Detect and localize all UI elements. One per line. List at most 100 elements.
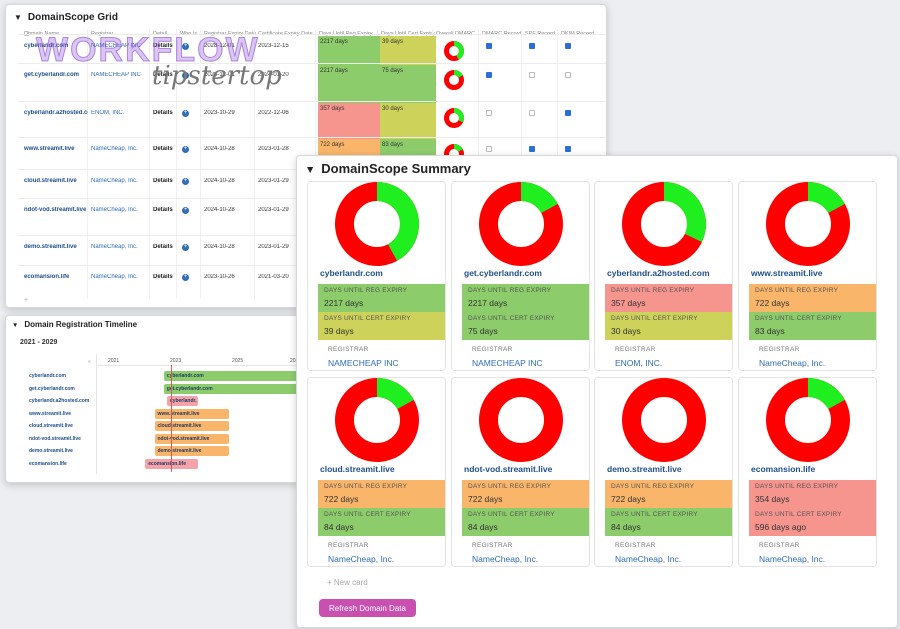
timeline-bar[interactable]: demo.streamit.live <box>154 446 229 456</box>
timeline-bar[interactable]: cyberlandr. <box>166 396 198 406</box>
refresh-domain-data-button[interactable]: Refresh Domain Data <box>319 599 416 617</box>
grid-dmarc-checkbox[interactable] <box>486 72 492 78</box>
grid-domain-link[interactable]: cyberlandr.a2hosted.com <box>24 110 88 116</box>
grid-details-button[interactable]: Details <box>153 244 173 250</box>
domainscope-summary-panel: ▼ DomainScope Summary cyberlandr.com DAYS … <box>296 155 898 628</box>
card-domain-name[interactable]: cyberlandr.com <box>320 268 383 278</box>
donut-green-segment <box>766 182 850 266</box>
grid-reg-days-cell: 2217 days <box>318 65 380 103</box>
reg-expiry-label: DAYS UNTIL REG EXPIRY <box>611 287 695 294</box>
whois-plus-icon[interactable]: + <box>182 43 189 50</box>
whois-plus-icon[interactable]: + <box>182 274 189 281</box>
grid-cert-expiry: 2022-12-06 <box>258 110 289 116</box>
domain-card[interactable]: get.cyberlandr.com DAYS UNTIL REG EXPIRY 2… <box>451 181 590 371</box>
domain-card[interactable]: ndot-vod.streamit.live DAYS UNTIL REG EXP… <box>451 377 590 567</box>
cert-expiry-label: DAYS UNTIL CERT EXPIRY <box>468 511 555 518</box>
grid-dkim-checkbox[interactable] <box>565 72 571 78</box>
grid-dmarc-checkbox[interactable] <box>486 43 492 49</box>
grid-details-button[interactable]: Details <box>153 146 173 152</box>
grid-domain-link[interactable]: ecomansion.life <box>24 274 70 280</box>
grid-registrar-expiry: 2028-12-01 <box>204 43 235 49</box>
donut-red-segment <box>622 378 706 462</box>
grid-details-button[interactable]: Details <box>153 207 173 213</box>
summary-title[interactable]: ▼ DomainScope Summary <box>305 161 471 176</box>
domain-card[interactable]: www.streamit.live DAYS UNTIL REG EXPIRY 72… <box>738 181 877 371</box>
grid-details-button[interactable]: Details <box>153 274 173 280</box>
grid-spf-checkbox[interactable] <box>529 110 535 116</box>
grid-row-divider <box>18 63 606 64</box>
card-domain-name[interactable]: cyberlandr.a2hosted.com <box>607 268 710 278</box>
grid-dmarc-checkbox[interactable] <box>486 146 492 152</box>
select-all-checkbox[interactable] <box>24 31 29 36</box>
grid-dkim-checkbox[interactable] <box>565 43 571 49</box>
whois-plus-icon[interactable]: + <box>182 207 189 214</box>
grid-add-row-button[interactable]: + <box>24 297 29 304</box>
grid-reg-days-cell: 357 days <box>318 103 380 139</box>
grid-domain-link[interactable]: demo.streamit.live <box>24 244 77 250</box>
grid-dmarc-donut <box>444 108 464 128</box>
cert-expiry-value: 84 days <box>468 522 498 532</box>
card-reg-expiry-block: DAYS UNTIL REG EXPIRY 354 days <box>749 480 876 508</box>
card-domain-name[interactable]: www.streamit.live <box>751 268 823 278</box>
grid-domain-link[interactable]: cyberlandr.com <box>24 43 69 49</box>
domain-card[interactable]: cyberlandr.a2hosted.com DAYS UNTIL REG EX… <box>594 181 733 371</box>
grid-details-button[interactable]: Details <box>153 178 173 184</box>
grid-domain-link[interactable]: www.streamit.live <box>24 146 75 152</box>
whois-plus-icon[interactable]: + <box>182 244 189 251</box>
collapse-triangle-icon[interactable]: ▼ <box>305 165 316 176</box>
domain-card[interactable]: cyberlandr.com DAYS UNTIL REG EXPIRY 2217 … <box>307 181 446 371</box>
timeline-year-label: 202 <box>290 358 299 364</box>
card-domain-name[interactable]: cloud.streamit.live <box>320 464 395 474</box>
domain-card[interactable]: ecomansion.life DAYS UNTIL REG EXPIRY 354 … <box>738 377 877 567</box>
timeline-bar[interactable]: cloud.streamit.live <box>154 421 229 431</box>
grid-domain-link[interactable]: cloud.streamit.live <box>24 178 77 184</box>
grid-spf-checkbox[interactable] <box>529 146 535 152</box>
collapse-triangle-icon[interactable]: ▼ <box>14 13 22 22</box>
whois-plus-icon[interactable]: + <box>182 110 189 117</box>
reg-expiry-value: 357 days <box>611 298 646 308</box>
whois-plus-icon[interactable]: + <box>182 178 189 185</box>
timeline-bar[interactable]: www.streamit.live <box>154 408 229 419</box>
card-domain-name[interactable]: ndot-vod.streamit.live <box>464 464 553 474</box>
timeline-title[interactable]: ▼ Domain Registration Timeline <box>12 320 138 329</box>
grid-cert-expiry: 2021-03-20 <box>258 274 289 280</box>
grid-cert-expiry: 2023-01-29 <box>258 178 289 184</box>
scroll-left-icon[interactable]: « <box>88 359 91 365</box>
timeline-bar[interactable]: get.cyberlandr.com <box>163 383 300 394</box>
timeline-domain-label: ecomansion.life <box>29 460 67 467</box>
grid-column-divider <box>254 29 255 299</box>
card-domain-name[interactable]: demo.streamit.live <box>607 464 682 474</box>
grid-domain-link[interactable]: get.cyberlandr.com <box>24 72 80 78</box>
grid-spf-checkbox[interactable] <box>529 43 535 49</box>
grid-dkim-checkbox[interactable] <box>565 110 571 116</box>
domain-card[interactable]: demo.streamit.live DAYS UNTIL REG EXPIRY 7… <box>594 377 733 567</box>
timeline-bar[interactable]: ndot-vod.streamit.live <box>154 433 229 444</box>
timeline-domain-label: cyberlandr.a2hosted.com <box>29 398 90 404</box>
grid-details-button[interactable]: Details <box>153 110 173 116</box>
card-reg-expiry-block: DAYS UNTIL REG EXPIRY 2217 days <box>318 284 445 312</box>
timeline-domain-label: cyberlandr.com <box>29 373 66 379</box>
grid-dmarc-checkbox[interactable] <box>486 110 492 116</box>
domain-card[interactable]: cloud.streamit.live DAYS UNTIL REG EXPIRY… <box>307 377 446 567</box>
grid-details-button[interactable]: Details <box>153 43 173 49</box>
registration-timeline-panel: ▼ Domain Registration Timeline 2021 - 202… <box>5 315 301 483</box>
card-domain-name[interactable]: get.cyberlandr.com <box>464 268 542 278</box>
card-reg-expiry-block: DAYS UNTIL REG EXPIRY 722 days <box>318 480 445 508</box>
grid-domain-link[interactable]: ndot-vod.streamit.live <box>24 207 87 213</box>
cert-expiry-label: DAYS UNTIL CERT EXPIRY <box>324 315 411 322</box>
reg-expiry-label: DAYS UNTIL REG EXPIRY <box>324 287 408 294</box>
collapse-triangle-icon[interactable]: ▼ <box>12 322 19 329</box>
grid-column-divider <box>200 29 201 299</box>
grid-title[interactable]: ▼ DomainScope Grid <box>14 12 118 23</box>
whois-plus-icon[interactable]: + <box>182 72 189 79</box>
grid-spf-checkbox[interactable] <box>529 72 535 78</box>
whois-plus-icon[interactable]: + <box>182 146 189 153</box>
grid-row-divider <box>18 101 606 102</box>
grid-details-button[interactable]: Details <box>153 72 173 78</box>
card-cert-expiry-block: DAYS UNTIL CERT EXPIRY 30 days <box>605 312 732 340</box>
grid-registrar-expiry: 2024-10-28 <box>204 146 235 152</box>
timeline-bar[interactable]: cyberlandr.com <box>163 371 300 381</box>
card-domain-name[interactable]: ecomansion.life <box>751 464 816 474</box>
new-card-button[interactable]: + New card <box>327 578 368 587</box>
grid-dkim-checkbox[interactable] <box>565 146 571 152</box>
